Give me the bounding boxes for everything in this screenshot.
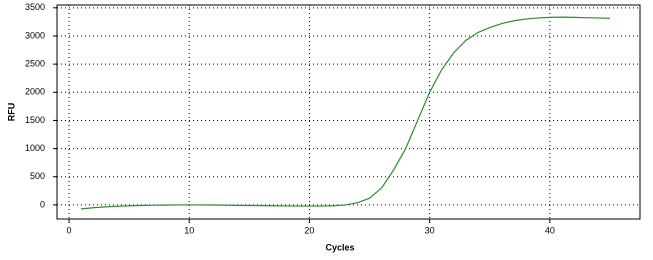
y-tick-label: 500 [30, 171, 45, 181]
data-line [80, 16, 610, 210]
y-tick-label: 0 [40, 199, 45, 209]
y-axis-label: RFU [6, 103, 16, 122]
plot-frame [56, 4, 641, 220]
y-tick-label: 2000 [25, 87, 45, 97]
y-tick-label: 1500 [25, 115, 45, 125]
y-tick-label: 3000 [25, 30, 45, 40]
y-tick-label: 1000 [25, 143, 45, 153]
x-tick-label: 20 [304, 225, 314, 235]
x-tick-label: 30 [425, 225, 435, 235]
x-axis-label: Cycles [325, 242, 354, 252]
x-tick-label: 10 [184, 225, 194, 235]
x-tick-label: 0 [67, 225, 72, 235]
y-tick-label: 2500 [25, 59, 45, 69]
x-tick-label: 40 [545, 225, 555, 235]
y-tick-label: 3500 [25, 2, 45, 12]
